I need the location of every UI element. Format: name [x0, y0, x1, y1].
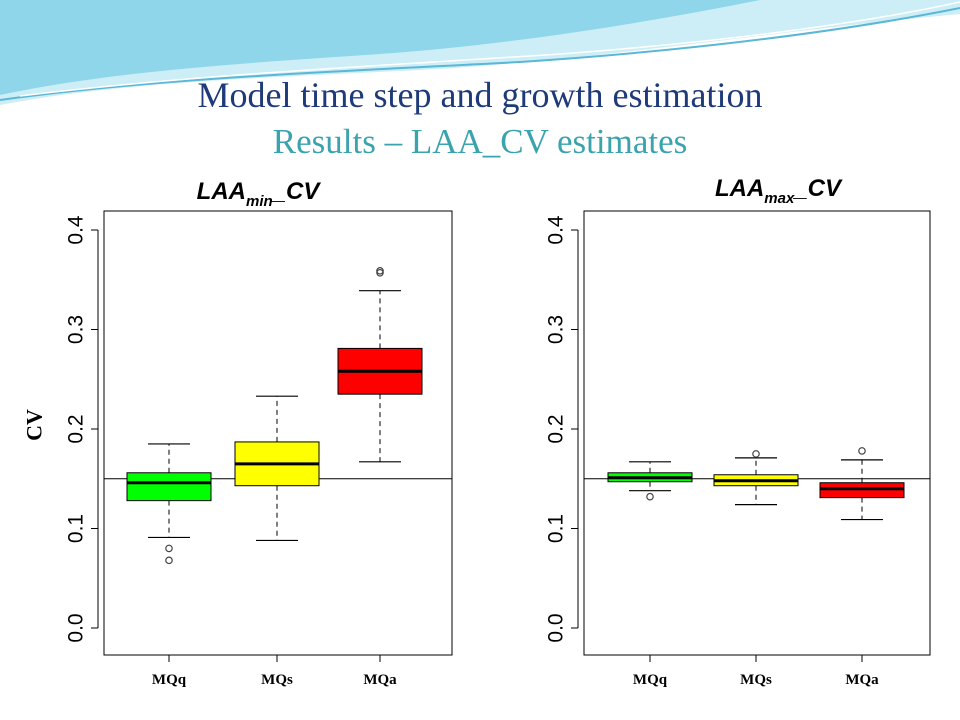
category-label: MQs [740, 672, 772, 688]
outlier-point [752, 450, 760, 458]
box-MQs [713, 450, 799, 506]
box-MQq [126, 443, 212, 565]
outlier-point [858, 447, 866, 455]
boxplot-panel-2: 0.0 0.1 0.2 0.3 0.4 MQq MQs MQa LAAmax_CV [545, 175, 931, 688]
y-tick-label: 0.1 [545, 514, 568, 543]
slide-title: Model time step and growth estimation [197, 75, 763, 115]
category-label: MQs [261, 672, 293, 688]
y-tick-label: 0.0 [545, 613, 568, 642]
category-label: MQa [845, 672, 879, 688]
outlier-point [646, 492, 654, 501]
y-tick-label: 0.4 [545, 215, 568, 245]
panel-title: LAAmax_CV [715, 175, 843, 207]
box-rect [126, 472, 212, 502]
panel-title: LAAmin_CV [197, 178, 322, 210]
plot-frame [583, 210, 931, 656]
y-tick-label: 0.1 [65, 514, 88, 543]
banner-wave-line-2 [19, 1, 960, 97]
boxplot-panel-1: 0.0 0.1 0.2 0.3 0.4 MQq MQs MQa LAAmin_CV CV [22, 178, 453, 688]
outlier-point [165, 544, 173, 553]
outlier-point [376, 266, 384, 275]
y-tick-label: 0.2 [65, 414, 88, 443]
category-label: MQq [152, 672, 187, 688]
y-tick-label: 0.2 [545, 414, 568, 443]
y-tick-label: 0.3 [545, 315, 568, 344]
box-MQq [607, 461, 693, 501]
category-label: MQa [363, 672, 397, 688]
y-tick-label: 0.3 [65, 315, 88, 344]
box-MQa [819, 447, 905, 521]
banner-wave-front [0, 0, 760, 95]
slide-subtitle: Results – LAA_CV estimates [272, 122, 688, 161]
box-MQa [337, 266, 423, 463]
y-tick-label: 0.0 [65, 613, 88, 642]
box-MQs [234, 395, 320, 542]
y-axis-label: CV [22, 409, 47, 441]
banner-wave-line [0, 7, 960, 101]
outlier-point [165, 556, 173, 565]
y-tick-label: 0.4 [65, 215, 88, 245]
decorative-banner [0, 0, 960, 105]
category-label: MQq [633, 672, 668, 688]
plot-frame [103, 210, 453, 656]
